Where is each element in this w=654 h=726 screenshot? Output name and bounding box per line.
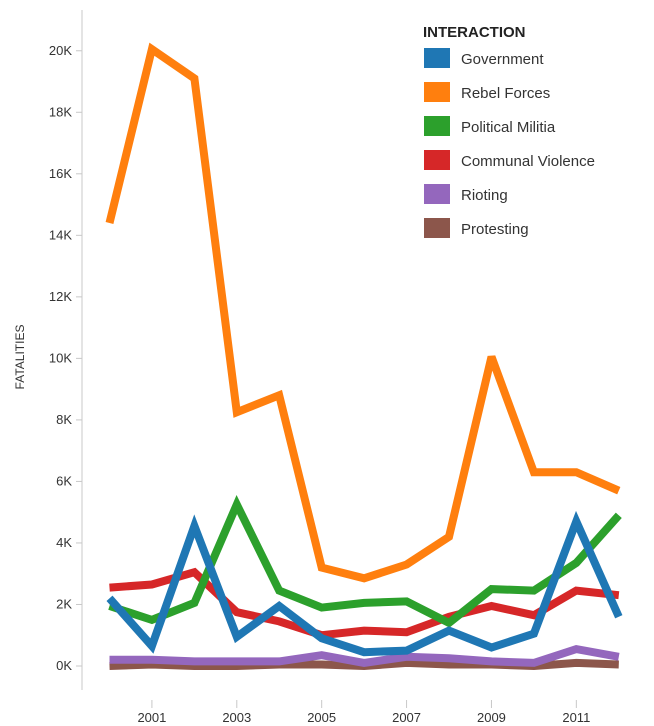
- x-tick-label: 2011: [562, 710, 590, 725]
- y-tick-label: 10K: [49, 350, 72, 365]
- x-tick-label: 2007: [392, 710, 421, 725]
- series-line-political-militia: [108, 494, 622, 628]
- legend-label: Communal Violence: [461, 153, 595, 170]
- legend-swatch: [424, 218, 450, 238]
- y-tick-label: 0K: [56, 658, 72, 673]
- legend-label: Rioting: [461, 187, 508, 204]
- y-tick-label: 6K: [56, 473, 72, 488]
- y-tick-label: 16K: [49, 166, 72, 181]
- y-axis: 0K 2K 4K 6K 8K 10K 12K 14K 16K 18K 20K: [49, 10, 83, 690]
- legend-items: Government Rebel Forces Political Militia C…: [424, 48, 595, 238]
- legend-swatch: [424, 116, 450, 136]
- x-tick-label: 2001: [137, 710, 166, 725]
- series-line-rioting: [109, 644, 620, 667]
- legend-label: Rebel Forces: [461, 85, 550, 102]
- legend-label: Protesting: [461, 221, 529, 238]
- y-tick-label: 8K: [56, 412, 72, 427]
- series-line-rebel-forces: [105, 42, 621, 583]
- y-tick-label: 2K: [56, 596, 72, 611]
- legend: INTERACTION Government Rebel Forces Politi…: [423, 24, 595, 238]
- series-layer: [105, 42, 623, 671]
- x-axis: 2001 2003 2005 2007 2009 2011: [137, 700, 590, 725]
- legend-swatch: [424, 184, 450, 204]
- y-tick-label: 18K: [49, 104, 72, 119]
- legend-title: INTERACTION: [423, 24, 526, 41]
- y-tick-label: 14K: [49, 227, 72, 242]
- legend-label: Government: [461, 51, 544, 68]
- legend-swatch: [424, 82, 450, 102]
- series-line-communal-violence: [109, 567, 620, 640]
- legend-label: Political Militia: [461, 119, 556, 136]
- x-tick-label: 2009: [477, 710, 506, 725]
- series-line-government: [106, 510, 623, 657]
- y-tick-label: 12K: [49, 289, 72, 304]
- legend-swatch: [424, 150, 450, 170]
- y-tick-label: 4K: [56, 535, 72, 550]
- y-axis-label: FATALITIES: [13, 325, 27, 390]
- legend-swatch: [424, 48, 450, 68]
- y-tick-label: 20K: [49, 43, 72, 58]
- x-tick-label: 2005: [307, 710, 336, 725]
- x-tick-label: 2003: [222, 710, 251, 725]
